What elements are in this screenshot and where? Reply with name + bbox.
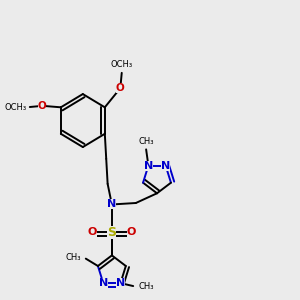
Text: S: S bbox=[107, 226, 116, 239]
Text: N: N bbox=[161, 160, 170, 171]
Text: N: N bbox=[107, 200, 116, 209]
Text: O: O bbox=[127, 227, 136, 237]
Text: CH₃: CH₃ bbox=[139, 282, 154, 291]
Text: N: N bbox=[99, 278, 108, 288]
Text: CH₃: CH₃ bbox=[138, 137, 154, 146]
Text: N: N bbox=[116, 278, 125, 288]
Text: O: O bbox=[87, 227, 97, 237]
Text: O: O bbox=[116, 82, 125, 93]
Text: N: N bbox=[144, 160, 153, 171]
Text: O: O bbox=[38, 101, 46, 111]
Text: OCH₃: OCH₃ bbox=[5, 103, 27, 112]
Text: CH₃: CH₃ bbox=[65, 253, 81, 262]
Text: OCH₃: OCH₃ bbox=[111, 60, 133, 69]
